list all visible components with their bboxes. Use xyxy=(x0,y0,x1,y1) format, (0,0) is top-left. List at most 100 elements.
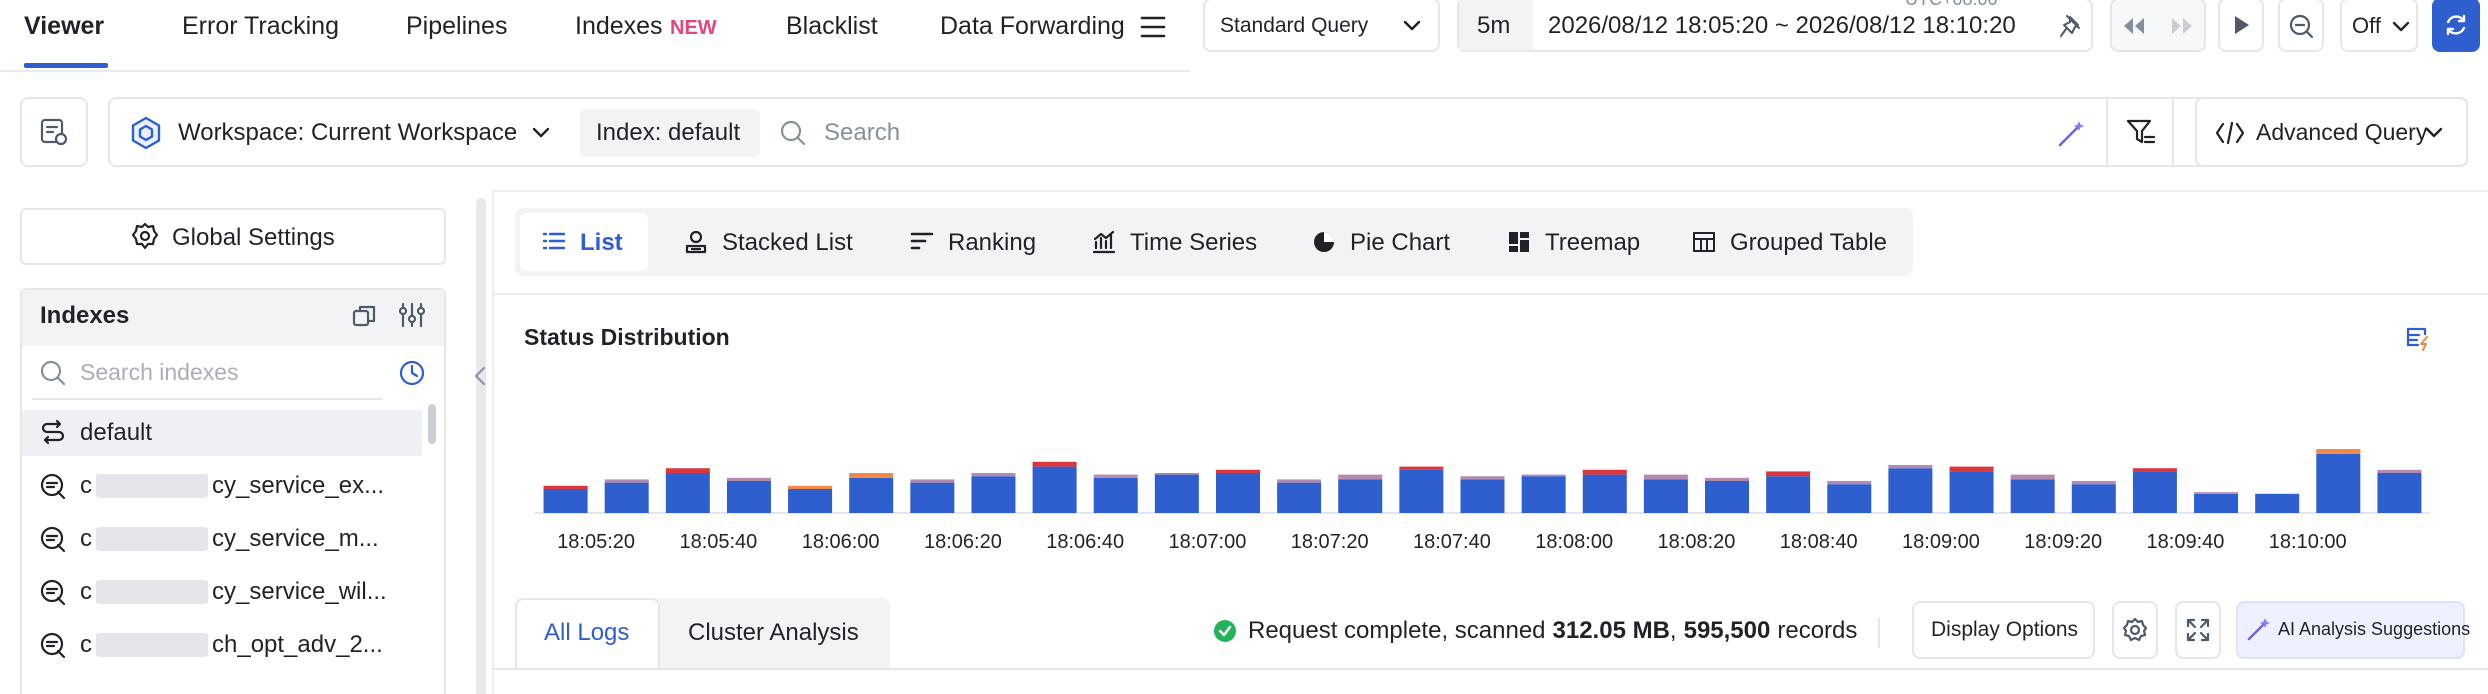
index-item-suffix[interactable]: ch_opt_adv_2... xyxy=(212,630,383,658)
bar-segment xyxy=(1093,474,1138,478)
status-status-prefix: Request complete, scanned xyxy=(1248,617,1546,644)
display-options-btn[interactable] xyxy=(1912,601,2095,659)
nav-tab[interactable]: Pipelines xyxy=(406,12,508,40)
viz-tab[interactable]: List xyxy=(580,228,623,256)
zoom-btn[interactable] xyxy=(2278,0,2324,52)
refresh-select[interactable] xyxy=(2340,0,2418,52)
viz-tab[interactable]: Stacked List xyxy=(722,228,853,256)
results-tab[interactable]: All Logs xyxy=(544,618,630,646)
bar-segment xyxy=(1827,481,1872,485)
nav-tab[interactable]: Blacklist xyxy=(786,12,878,40)
viz-tab[interactable]: Grouped Table xyxy=(1730,228,1888,256)
bar-segment xyxy=(1949,466,1994,472)
collapse-icon[interactable] xyxy=(473,366,487,386)
bar-segment xyxy=(788,485,833,489)
chart: 18:05:20 18:05:40 18:06:00 18:06:20 18:06:40… xyxy=(535,449,2430,553)
nav-tab[interactable]: Data Forwarding xyxy=(940,12,1125,40)
search-input[interactable]: Search xyxy=(824,118,901,146)
viz-tab-icon xyxy=(910,232,934,250)
results-tab-active[interactable] xyxy=(515,598,660,670)
index-item-prefix[interactable]: c xyxy=(80,524,92,552)
global-settings-btn[interactable] xyxy=(20,208,446,265)
status-scanned: 312.05 MB xyxy=(1552,617,1670,644)
viz-tab[interactable]: Ranking xyxy=(948,228,1037,256)
log-icon-btn[interactable] xyxy=(20,97,88,167)
bar-segment xyxy=(2071,484,2116,513)
bar-segment xyxy=(1827,484,1872,513)
viz-tab-active[interactable] xyxy=(520,213,648,271)
log-icon xyxy=(40,118,68,146)
bar-segment xyxy=(2132,471,2177,513)
bar-segment xyxy=(971,476,1016,513)
viz-divider xyxy=(494,293,2488,295)
fullscreen-icon xyxy=(2186,618,2210,642)
bar-segment xyxy=(1338,479,1383,513)
filter-icon[interactable] xyxy=(2126,118,2156,148)
redacted-block xyxy=(96,580,208,604)
bar-segment xyxy=(1277,479,1322,483)
play-btn[interactable] xyxy=(2218,0,2264,52)
viz-tab[interactable]: Time Series xyxy=(1130,228,1258,256)
splitter[interactable] xyxy=(476,198,486,694)
chevron-down xyxy=(532,127,550,138)
index-item-suffix[interactable]: cy_service_ex... xyxy=(212,471,385,499)
bar-segment xyxy=(1399,469,1444,513)
redacted-block xyxy=(96,527,208,551)
filter-divider xyxy=(2172,99,2174,165)
query-mode-select[interactable] xyxy=(1203,0,1440,52)
ai-icon[interactable] xyxy=(2057,118,2087,148)
range-short: 5m xyxy=(1477,11,1511,39)
index-item-suffix[interactable]: cy_service_wil... xyxy=(212,577,387,605)
main-divider xyxy=(492,190,494,694)
fullscreen-btn[interactable] xyxy=(2175,601,2221,659)
time-box[interactable] xyxy=(1457,0,2093,52)
bar-segment xyxy=(1582,474,1627,513)
workspace-icon xyxy=(131,116,161,150)
history-icon[interactable] xyxy=(399,360,425,386)
chart-settings-icon[interactable] xyxy=(2405,325,2431,351)
nav-tab[interactable]: Error Tracking xyxy=(182,12,339,40)
bar-segment xyxy=(1643,479,1688,513)
bar-segment xyxy=(1521,476,1566,513)
nav-tab[interactable]: Viewer xyxy=(24,12,105,40)
index-item-prefix[interactable]: c xyxy=(80,630,92,658)
settings-icon xyxy=(131,222,159,250)
nav-tab[interactable]: Indexes xyxy=(575,12,663,40)
menu-icon[interactable] xyxy=(1140,16,1166,38)
bar-segment xyxy=(1460,479,1505,513)
copy-icon[interactable] xyxy=(352,304,376,328)
bar-segment xyxy=(971,473,1016,477)
index-chip[interactable] xyxy=(580,109,760,157)
bar-segment xyxy=(1643,474,1688,480)
index-search-underline xyxy=(32,398,382,400)
bar-segment xyxy=(1888,465,1933,469)
index-item-prefix[interactable]: c xyxy=(80,471,92,499)
bar-segment xyxy=(910,479,955,483)
range-short-bg xyxy=(1459,0,1533,50)
index-item-suffix[interactable]: cy_service_m... xyxy=(212,524,379,552)
results-tab[interactable]: Cluster Analysis xyxy=(688,618,859,646)
index-search-input[interactable]: Search indexes xyxy=(80,359,239,386)
viz-tab[interactable]: Pie Chart xyxy=(1350,228,1451,256)
status-status-suffix: records xyxy=(1777,617,1858,644)
viz-tab[interactable]: Treemap xyxy=(1545,228,1641,256)
bar-segment xyxy=(2255,493,2300,513)
timezone: UTC+08:00 xyxy=(1905,0,1998,11)
x-tick-label: 18:06:40 xyxy=(1046,531,1124,553)
ai-suggestions-btn[interactable] xyxy=(2236,601,2465,659)
workspace[interactable]: Workspace: Current Workspace xyxy=(178,118,518,146)
bar-segment xyxy=(1215,469,1260,473)
index-item[interactable]: default xyxy=(80,418,153,446)
tune-icon[interactable] xyxy=(398,302,426,328)
selected-index-bg[interactable] xyxy=(22,410,422,456)
advanced-query-btn[interactable] xyxy=(2195,97,2468,167)
bar-segment xyxy=(849,473,894,478)
bar-segment xyxy=(1888,468,1933,513)
bar-segment xyxy=(1949,471,1994,513)
settings-btn[interactable] xyxy=(2112,601,2158,659)
pin-icon[interactable] xyxy=(2058,13,2084,39)
search-icon xyxy=(780,120,806,146)
index-item-prefix[interactable]: c xyxy=(80,577,92,605)
refresh-btn[interactable] xyxy=(2432,0,2480,52)
bar-segment xyxy=(1338,474,1383,480)
